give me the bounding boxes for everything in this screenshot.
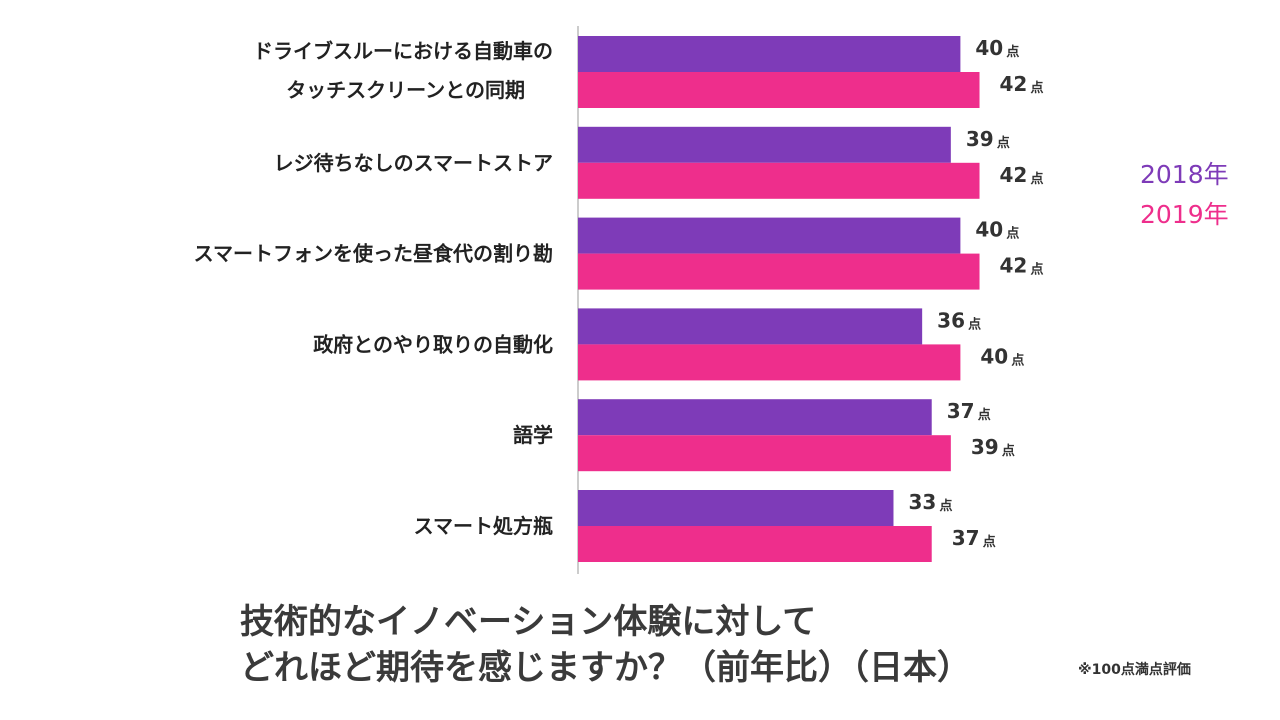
category-label: 語学 [513,423,553,447]
category-label: タッチスクリーンとの同期 [286,78,525,102]
bar-2019 [578,344,961,381]
legend-2019: 2019年 [1140,200,1229,229]
bar-2018 [578,36,961,72]
data-label-unit: 点 [939,498,952,514]
data-label: 33 [908,490,936,514]
data-label-unit: 点 [1031,262,1044,278]
bar-2018 [578,308,923,345]
data-label-unit: 点 [997,135,1010,151]
footnote: ※100点満点評価 [1078,662,1191,678]
category-label: レジ待ちなしのスマートストア [274,151,553,175]
data-label: 42 [1000,254,1028,278]
data-label: 36 [937,308,965,332]
category-label: ドライブスルーにおける自動車の [253,39,553,63]
data-label-unit: 点 [1011,352,1024,368]
data-label: 40 [975,36,1003,60]
data-label: 39 [971,435,999,459]
data-label: 37 [952,526,980,550]
bar-2019 [578,253,980,290]
data-label-unit: 点 [983,534,996,550]
data-label-unit: 点 [1031,80,1044,96]
category-label: スマート処方瓶 [414,514,553,538]
data-label-unit: 点 [1031,171,1044,187]
legend-2018: 2018年 [1140,160,1229,189]
bar-2019 [578,526,932,562]
data-label: 40 [975,218,1003,242]
data-label-unit: 点 [1002,443,1015,459]
data-label: 42 [1000,163,1028,187]
data-label: 42 [1000,72,1028,96]
data-label-unit: 点 [1006,44,1019,60]
category-label: 政府とのやり取りの自動化 [313,332,553,356]
bar-2018 [578,399,932,436]
bar-2019 [578,435,951,472]
data-label-unit: 点 [978,407,991,423]
chart-title-line-1: 技術的なイノベーション体験に対して [240,602,817,642]
bar-2018 [578,490,894,526]
category-label: スマートフォンを使った昼食代の割り勘 [194,242,553,266]
data-label-unit: 点 [1006,226,1019,242]
bar-2019 [578,162,980,199]
data-label-unit: 点 [968,316,981,332]
bar-2019 [578,72,980,108]
bar-2018 [578,126,951,163]
data-label: 40 [980,344,1008,368]
data-label: 39 [966,127,994,151]
data-label: 37 [947,399,975,423]
chart-title-line-2: どれほど期待を感じますか？（前年比）（日本） [240,648,971,688]
bar-2018 [578,217,961,254]
